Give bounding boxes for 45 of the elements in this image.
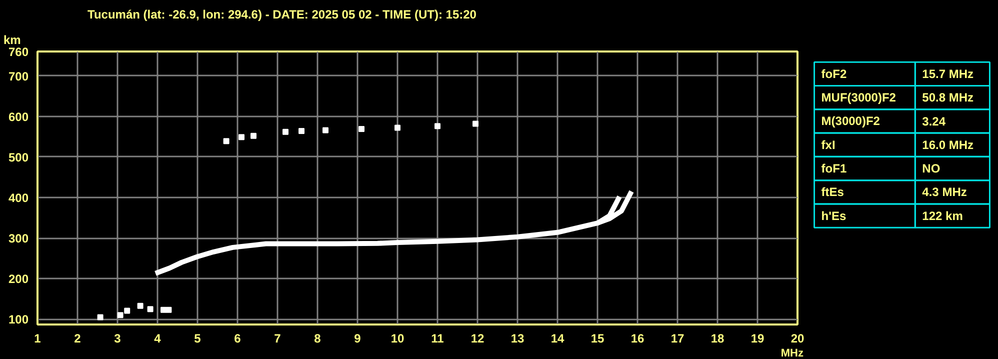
x-tick-label: 8: [314, 332, 322, 346]
y-tick-label: 600: [8, 110, 29, 124]
y-tick-label: 400: [8, 191, 29, 206]
x-tick-label: 6: [234, 332, 242, 346]
text: M(3000)F2: [821, 114, 880, 128]
x-tick-label: 7: [274, 332, 282, 346]
x-tick-label: 3: [114, 332, 122, 346]
text: 4.3 MHz: [922, 185, 967, 200]
x-tick-label: 10: [390, 332, 404, 346]
text: 3.24: [922, 114, 946, 129]
x-tick-label: 2: [74, 332, 82, 346]
x-tick-label: 9: [354, 332, 362, 346]
y-axis-title: km: [4, 33, 21, 47]
x-tick-label: 16: [630, 332, 644, 346]
x-tick-label: 4: [154, 332, 162, 346]
x-tick-label: 5: [194, 332, 202, 346]
y-tick-label: 760: [8, 45, 29, 59]
text: fxI: [821, 138, 836, 152]
y-tick-label: 300: [8, 232, 29, 246]
chart-title: Tucumán (lat: -26.9, lon: 294.6) - DATE: 2025 05 02 - TIME (UT): 15:20: [88, 8, 477, 22]
x-axis-title: MHz: [780, 348, 804, 359]
text: 122 km: [922, 208, 963, 223]
y-tick-label: 500: [8, 150, 29, 164]
x-tick-label: 20: [790, 332, 804, 346]
text: h'Es: [821, 208, 846, 223]
x-tick-label: 13: [510, 332, 524, 346]
y-tick-label: 200: [8, 272, 29, 286]
x-tick-label: 19: [750, 332, 764, 346]
x-tick-label: 18: [710, 332, 724, 346]
x-tick-label: 1: [34, 332, 42, 346]
x-tick-label: 15: [590, 332, 604, 346]
text: NO: [922, 162, 940, 176]
text: foF1: [821, 162, 847, 176]
x-tick-label: 14: [550, 332, 564, 346]
x-tick-label: 12: [470, 332, 484, 346]
text: 50.8 MHz: [922, 90, 974, 105]
y-tick-label: 700: [8, 69, 29, 84]
text: foF2: [821, 66, 847, 81]
text: 16.0 MHz: [922, 138, 974, 152]
text: 15.7 MHz: [922, 66, 974, 81]
x-tick-label: 17: [670, 332, 684, 346]
y-tick-label: 100: [8, 312, 29, 327]
x-tick-label: 11: [431, 332, 444, 346]
text: ftEs: [821, 185, 844, 200]
text: MUF(3000)F2: [821, 90, 896, 105]
